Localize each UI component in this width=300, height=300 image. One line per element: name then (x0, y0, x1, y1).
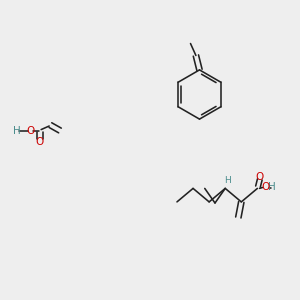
Text: H: H (224, 176, 230, 185)
Text: H: H (268, 182, 276, 193)
Text: O: O (261, 182, 270, 193)
Text: H: H (13, 125, 20, 136)
Text: O: O (256, 172, 264, 182)
Text: O: O (36, 136, 44, 147)
Text: O: O (26, 125, 35, 136)
